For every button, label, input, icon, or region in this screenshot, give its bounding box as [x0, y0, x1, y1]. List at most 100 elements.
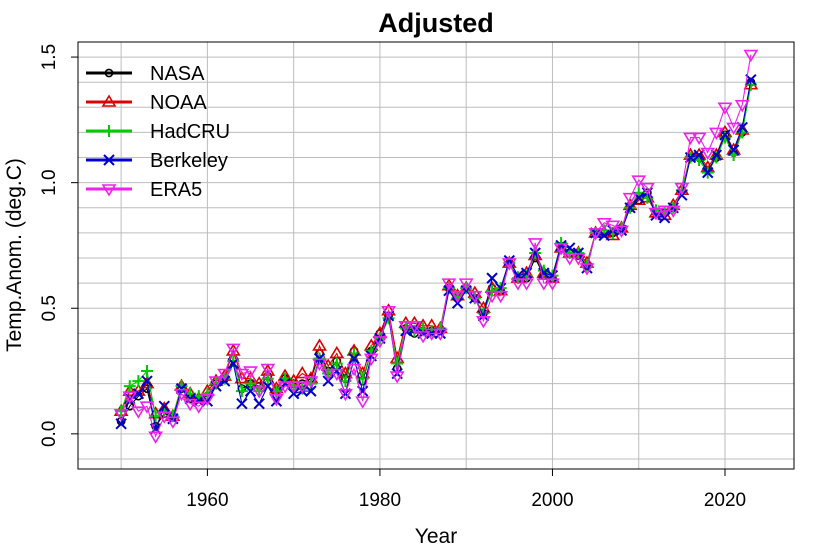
- data-point-noaa: [631, 192, 647, 206]
- data-point-era5: [691, 132, 707, 146]
- data-point-era5: [346, 363, 362, 377]
- data-point-hadcru: [391, 357, 404, 370]
- data-point-hadcru: [710, 151, 723, 164]
- data-point-era5: [743, 49, 759, 63]
- data-point-era5: [700, 147, 716, 161]
- data-point-era5: [381, 305, 396, 319]
- data-point-berkeley: [486, 272, 498, 284]
- data-point-berkeley: [193, 395, 205, 407]
- data-point-hadcru: [149, 410, 162, 423]
- data-point-hadcru: [330, 357, 343, 370]
- data-point-berkeley: [710, 149, 723, 161]
- data-point-era5: [130, 406, 146, 419]
- legend-item-noaa: NOAA: [86, 92, 207, 114]
- data-point-noaa: [329, 345, 345, 359]
- data-point-era5: [657, 205, 673, 218]
- data-point-era5: [493, 290, 509, 304]
- data-point-era5: [165, 416, 181, 429]
- data-point-era5: [579, 263, 595, 276]
- data-point-era5: [734, 99, 750, 113]
- data-point-era5: [268, 393, 284, 407]
- chart-title: Adjusted: [378, 8, 494, 38]
- legend-label-nasa: NASA: [150, 63, 205, 85]
- data-point-berkeley: [253, 397, 265, 410]
- data-point-era5: [562, 253, 578, 266]
- data-point-hadcru: [580, 259, 593, 272]
- x-tick-label: 1980: [359, 490, 401, 511]
- data-point-era5: [458, 278, 474, 291]
- data-point-era5: [588, 228, 604, 241]
- x-tick-label: 1960: [186, 490, 228, 511]
- data-point-hadcru: [235, 385, 248, 398]
- data-point-era5: [484, 290, 500, 304]
- data-point-era5: [648, 208, 664, 221]
- legend-marker-hadcru: [103, 125, 115, 137]
- legend-label-hadcru: HadCRU: [150, 121, 230, 143]
- data-point-hadcru: [123, 380, 136, 393]
- data-point-hadcru: [244, 377, 257, 390]
- data-point-era5: [251, 386, 267, 399]
- data-point-berkeley: [348, 352, 360, 365]
- data-point-era5: [260, 363, 276, 377]
- data-point-era5: [338, 388, 353, 402]
- data-point-era5: [122, 391, 138, 404]
- legend-marker-noaa: [101, 94, 117, 107]
- data-point-era5: [398, 321, 414, 334]
- data-point-noaa: [294, 365, 310, 379]
- data-point-era5: [372, 336, 388, 349]
- data-point-era5: [708, 127, 724, 140]
- data-point-berkeley: [598, 229, 610, 242]
- data-point-era5: [208, 376, 224, 389]
- data-point-era5: [519, 278, 534, 291]
- data-point-era5: [225, 343, 241, 356]
- data-point-era5: [294, 381, 310, 394]
- data-point-era5: [286, 381, 302, 394]
- legend-label-noaa: NOAA: [150, 92, 207, 114]
- x-axis-title: Year: [415, 525, 457, 548]
- data-point-era5: [312, 358, 327, 372]
- data-point-era5: [631, 175, 647, 188]
- axes: 1960 1980 2000 2020 0.0 0.5 1.0 1.5: [39, 44, 746, 511]
- data-point-hadcru: [718, 131, 731, 144]
- data-point-era5: [243, 366, 258, 379]
- data-point-noaa: [234, 371, 250, 384]
- data-point-berkeley: [305, 385, 317, 397]
- data-point-noaa: [312, 338, 327, 351]
- data-point-era5: [639, 182, 655, 196]
- y-tick-label: 1.5: [39, 44, 60, 70]
- data-point-era5: [139, 401, 155, 414]
- data-point-era5: [622, 192, 638, 206]
- data-point-berkeley: [236, 397, 248, 410]
- data-point-era5: [510, 278, 526, 291]
- data-point-era5: [407, 321, 422, 334]
- data-point-berkeley: [132, 387, 145, 400]
- data-point-era5: [450, 290, 465, 304]
- legend: NASA NOAA HadCRU Berkeley ERA5: [86, 63, 230, 201]
- data-point-era5: [355, 396, 371, 409]
- legend-marker-berkeley: [103, 154, 115, 166]
- data-point-berkeley: [727, 144, 740, 156]
- data-point-berkeley: [719, 129, 731, 141]
- data-point-berkeley: [141, 375, 153, 387]
- data-point-era5: [217, 368, 233, 382]
- legend-item-era5: ERA5: [86, 179, 202, 201]
- data-point-era5: [545, 278, 560, 291]
- y-tick-label: 0.0: [39, 421, 60, 447]
- data-point-era5: [424, 328, 440, 341]
- data-point-era5: [277, 381, 293, 394]
- y-axis-title: Temp.Anom. (deg.C): [3, 158, 26, 352]
- data-point-era5: [476, 316, 491, 329]
- legend-item-hadcru: HadCRU: [86, 121, 230, 143]
- x-tick-label: 2020: [704, 490, 746, 511]
- data-point-hadcru: [486, 284, 499, 297]
- series-layer: [113, 49, 759, 444]
- data-point-era5: [614, 225, 629, 238]
- legend-item-nasa: NASA: [86, 63, 205, 85]
- series-era5: [113, 49, 759, 444]
- data-point-era5: [717, 102, 733, 115]
- data-point-noaa: [139, 376, 155, 389]
- data-point-era5: [441, 278, 457, 291]
- data-point-berkeley: [693, 149, 705, 161]
- data-point-berkeley: [175, 382, 188, 395]
- y-tick-label: 0.5: [39, 295, 60, 321]
